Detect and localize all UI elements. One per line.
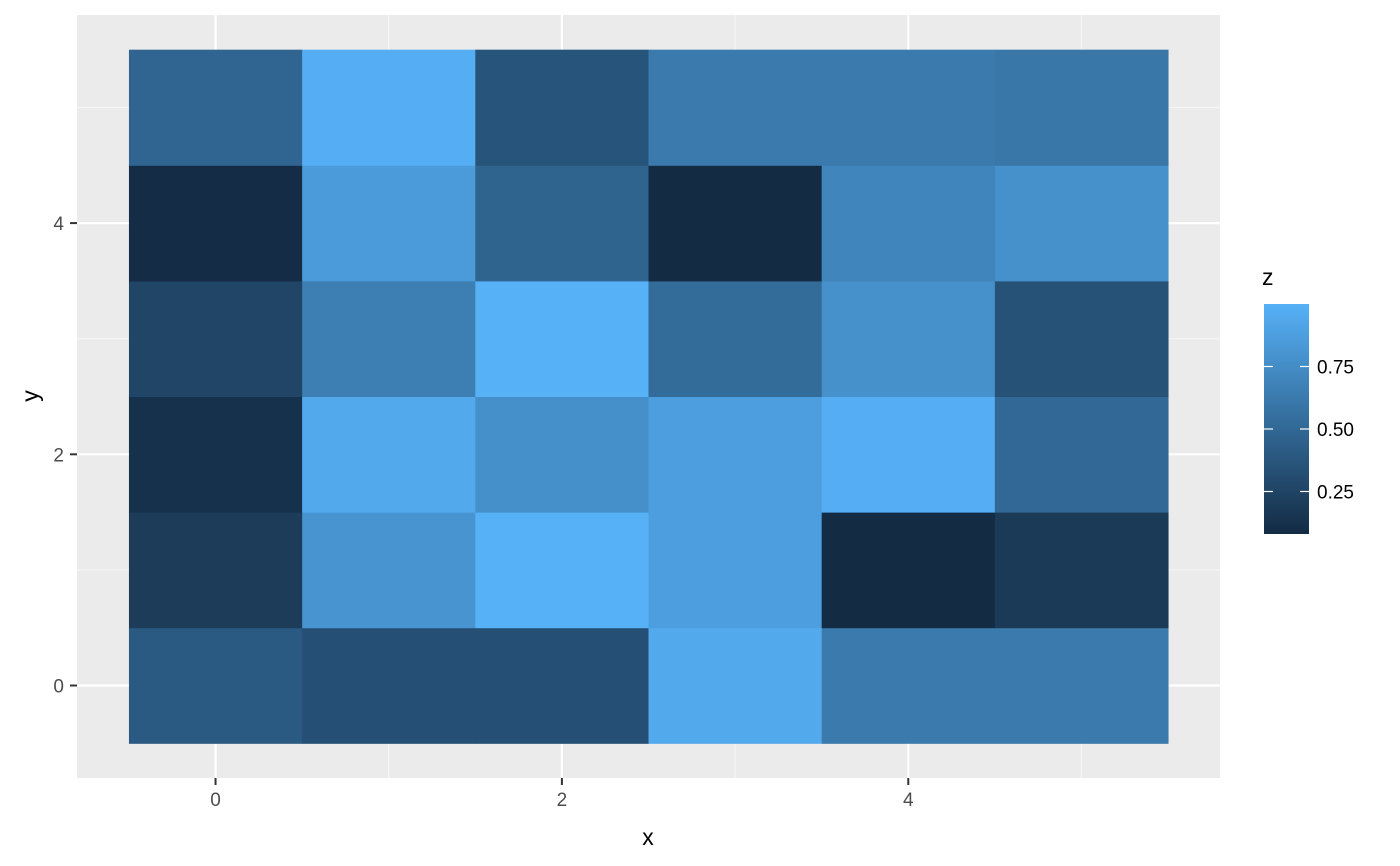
x-axis: 0 2 4 [210,778,914,811]
heatmap-cell-3-0 [648,627,823,744]
heatmap-cell-4-4 [821,165,996,282]
heatmap-cell-5-3 [994,280,1169,397]
heatmap-cell-5-5 [994,49,1169,166]
heatmap-cell-3-5 [648,49,823,166]
heatmap-cell-1-0 [302,627,476,744]
heatmap-cell-5-1 [994,512,1169,629]
heatmap-cell-1-3 [302,280,476,397]
heatmap-cell-3-3 [648,280,823,397]
heatmap-cell-2-3 [475,280,649,397]
heatmap-cell-2-1 [475,512,649,629]
heatmap-cell-0-5 [128,49,303,166]
legend-ticks: 0.25 0.50 0.75 [1264,358,1354,504]
legend-tick-label: 0.50 [1317,420,1354,441]
heatmap-cell-0-2 [128,396,303,513]
heatmap-tiles [128,49,1169,744]
legend-tick-label: 0.75 [1317,358,1354,379]
y-tick-label: 0 [53,677,64,698]
x-tick-label: 4 [903,790,914,811]
heatmap-cell-2-2 [475,396,649,513]
y-tick-label: 4 [53,214,64,235]
heatmap-cell-4-1 [821,512,996,629]
heatmap-cell-0-4 [128,165,303,282]
legend-colorbar [1264,304,1309,534]
heatmap-cell-1-5 [302,49,476,166]
y-axis-title: y [17,390,43,402]
heatmap-cell-4-2 [821,396,996,513]
heatmap-cell-0-1 [128,512,303,629]
heatmap-cell-5-2 [994,396,1169,513]
heatmap-cell-0-0 [128,627,303,744]
heatmap-cell-4-5 [821,49,996,166]
heatmap-cell-5-0 [994,627,1169,744]
heatmap-cell-3-4 [648,165,823,282]
y-tick-label: 2 [53,445,64,466]
heatmap-cell-1-4 [302,165,476,282]
heatmap-cell-2-5 [475,49,649,166]
x-axis-title: x [642,824,654,850]
legend-title: z [1262,264,1274,290]
heatmap-cell-2-4 [475,165,649,282]
x-tick-label: 0 [210,790,221,811]
heatmap-cell-5-4 [994,165,1169,282]
heatmap-cell-0-3 [128,280,303,397]
heatmap-cell-1-1 [302,512,476,629]
y-axis: 0 2 4 [53,214,77,698]
heatmap-cell-1-2 [302,396,476,513]
legend-tick-label: 0.25 [1317,483,1354,504]
heatmap-cell-4-3 [821,280,996,397]
heatmap-cell-3-2 [648,396,823,513]
heatmap-cell-2-0 [475,627,649,744]
heatmap-cell-3-1 [648,512,823,629]
color-legend: z 0.25 0.50 0.75 [1262,264,1354,534]
x-tick-label: 2 [557,790,568,811]
heatmap-cell-4-0 [821,627,996,744]
